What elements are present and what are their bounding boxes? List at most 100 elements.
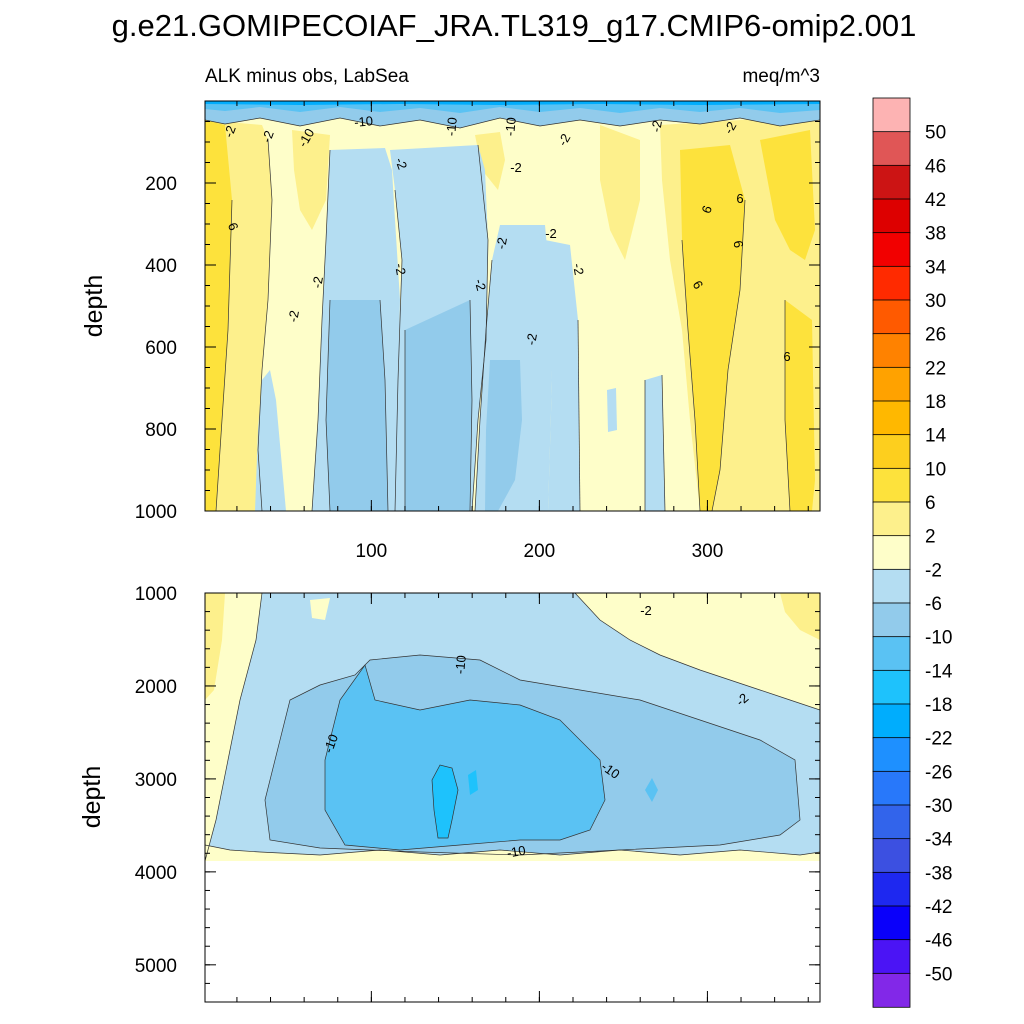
bottom-contour-labels: -2 -10 -2 -10 -10 -10 xyxy=(321,603,752,861)
contour-label: -2 xyxy=(510,160,522,175)
colorbar-label: -6 xyxy=(925,594,942,615)
y-tick-label: 3000 xyxy=(135,770,177,791)
colorbar-swatch xyxy=(872,636,911,672)
contour-label: -10 xyxy=(321,732,342,755)
contour-label: -2 xyxy=(221,123,239,139)
colorbar-swatch xyxy=(872,333,911,369)
colorbar-label: 10 xyxy=(925,459,946,480)
y-tick-label: 5000 xyxy=(135,956,177,977)
colorbar-label: -14 xyxy=(925,661,953,682)
colorbar-swatch xyxy=(872,838,911,874)
bottom-contour-fill xyxy=(205,593,820,1002)
colorbar-swatch xyxy=(872,434,911,470)
y-tick-label: 4000 xyxy=(135,863,177,884)
colorbar-swatch xyxy=(872,467,911,503)
x-tick-label: 300 xyxy=(692,541,724,562)
contour-label: -10 xyxy=(502,117,519,137)
colorbar-swatch xyxy=(872,131,911,167)
contour-label: -10 xyxy=(452,655,469,675)
contour-label: 6 xyxy=(730,239,746,249)
bottom-panel: 1000 2000 3000 4000 5000 -2 -10 -2 -10 -10 -… xyxy=(135,584,821,1003)
top-contour-fill xyxy=(205,101,820,511)
colorbar-swatch xyxy=(872,602,911,638)
colorbar-label: -2 xyxy=(925,560,942,581)
colorbar-swatch xyxy=(872,669,911,705)
colorbar-label: -50 xyxy=(925,964,952,985)
colorbar-label: -22 xyxy=(925,729,952,750)
x-tick-label: 100 xyxy=(356,541,388,562)
top-y-axis-label: depth xyxy=(80,275,108,338)
colorbar-swatch xyxy=(872,501,911,537)
contour-label: -2 xyxy=(523,332,540,346)
colorbar-label: 42 xyxy=(925,190,946,211)
y-tick-label: 1000 xyxy=(135,584,177,605)
y-tick-label: 800 xyxy=(145,420,177,441)
colorbar-swatch xyxy=(872,198,911,234)
colorbar-label: -46 xyxy=(925,931,952,952)
subtitle-left: ALK minus obs, LabSea xyxy=(205,66,409,87)
contour-label: -2 xyxy=(285,309,302,323)
contour-label: -10 xyxy=(354,113,374,130)
contour-label: 6 xyxy=(736,191,743,206)
colorbar-swatch xyxy=(872,400,911,436)
colorbar-label: 38 xyxy=(925,224,946,245)
contour-label: 6 xyxy=(698,203,715,215)
colorbar-swatch xyxy=(872,97,911,133)
colorbar-swatch xyxy=(872,770,911,806)
colorbar-swatch xyxy=(872,366,911,402)
colorbar-swatch xyxy=(872,535,911,571)
contour-label: -2 xyxy=(259,128,277,144)
colorbar-swatch xyxy=(872,299,911,335)
colorbar-swatch xyxy=(872,804,911,840)
colorbar-swatch xyxy=(872,905,911,941)
contour-label: 6 xyxy=(225,220,242,232)
contour-label: -10 xyxy=(506,843,527,861)
contour-label: -2 xyxy=(640,603,652,618)
colorbar-swatch xyxy=(872,939,911,975)
y-tick-label: 600 xyxy=(145,338,177,359)
colorbar-swatch xyxy=(872,568,911,604)
subtitle-units: meq/m^3 xyxy=(742,66,820,87)
contour-label: 6 xyxy=(783,349,790,364)
colorbar-swatch xyxy=(872,232,911,268)
colorbar-label: -42 xyxy=(925,897,952,918)
colorbar-label: -30 xyxy=(925,796,952,817)
x-tick-label: 200 xyxy=(524,541,556,562)
colorbar-label: -26 xyxy=(925,762,952,783)
y-tick-label: 2000 xyxy=(135,677,177,698)
colorbar-label: 6 xyxy=(925,493,936,514)
colorbar-label: 22 xyxy=(925,358,946,379)
contour-label: -2 xyxy=(472,277,489,292)
colorbar-label: -38 xyxy=(925,863,952,884)
colorbar-label: 2 xyxy=(925,527,936,548)
contour-label: -2 xyxy=(309,275,326,289)
colorbar-label: 26 xyxy=(925,325,946,346)
colorbar-label: 14 xyxy=(925,426,947,447)
y-tick-label: 1000 xyxy=(135,502,177,523)
colorbar-swatch xyxy=(872,703,911,739)
y-tick-label: 400 xyxy=(145,256,177,277)
colorbar-label: 30 xyxy=(925,291,946,312)
contour-label: -2 xyxy=(570,262,587,276)
colorbar-swatch xyxy=(872,737,911,773)
contour-label: -2 xyxy=(392,262,409,276)
contour-label: -2 xyxy=(493,236,510,250)
contour-label: -2 xyxy=(545,226,557,241)
contour-label: -10 xyxy=(443,117,460,137)
figure-title: g.e21.GOMIPECOIAF_JRA.TL319_g17.CMIP6-om… xyxy=(112,8,917,43)
contour-label: -2 xyxy=(392,155,410,171)
colorbar-label: -34 xyxy=(925,830,953,851)
contour-label: -2 xyxy=(648,119,665,133)
bottom-y-axis-label: depth xyxy=(78,766,106,829)
colorbar-swatch xyxy=(872,972,911,1008)
colorbar-label: 46 xyxy=(925,156,946,177)
colorbar-label: -18 xyxy=(925,695,952,716)
colorbar-swatch xyxy=(872,265,911,301)
colorbar-label: 50 xyxy=(925,123,946,144)
colorbar: 50 46 42 38 34 30 26 22 18 14 10 6 2 -2 -6 -10 -14 -18 -22… xyxy=(872,97,953,1008)
colorbar-label: -10 xyxy=(925,628,952,649)
y-tick-label: 200 xyxy=(145,174,177,195)
bottom-axis-ticks: 1000 2000 3000 4000 5000 xyxy=(135,584,820,1003)
